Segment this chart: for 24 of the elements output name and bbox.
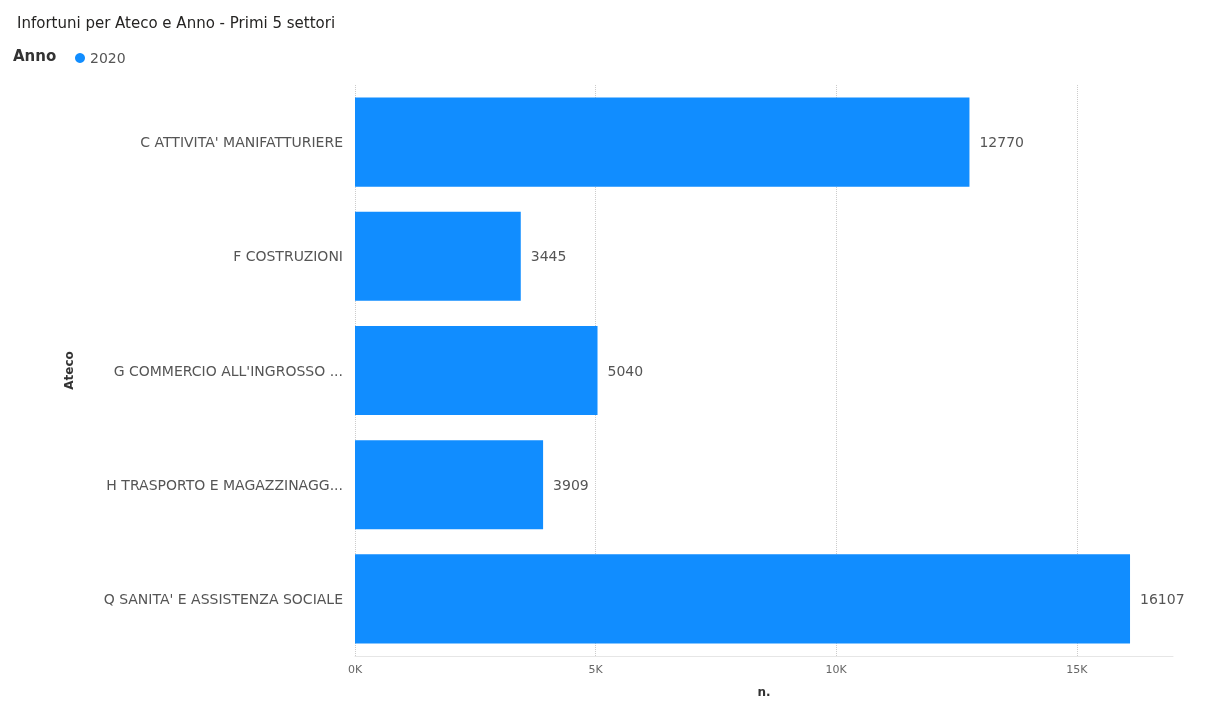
bar xyxy=(355,211,521,301)
data-label: 3909 xyxy=(553,476,589,493)
y-tick-label: H TRASPORTO E MAGAZZINAGG... xyxy=(106,476,343,493)
text: Infortuni per Ateco e Anno - Primi 5 settori xyxy=(17,13,336,32)
bar xyxy=(355,554,1131,644)
x-tick-label: 15K xyxy=(1066,663,1089,676)
bar xyxy=(355,97,970,187)
x-axis-title: n. xyxy=(757,685,771,699)
x-tick-label: 10K xyxy=(825,663,848,676)
legend-title: Anno xyxy=(13,46,57,65)
data-label: 12770 xyxy=(979,134,1025,151)
bar xyxy=(355,325,598,416)
x-tick-label: 0K xyxy=(347,663,363,676)
bar xyxy=(355,440,544,530)
x-tick-label: 5K xyxy=(588,663,604,676)
legend-label: 2020 xyxy=(90,50,126,66)
y-tick-label: Q SANITA' E ASSISTENZA SOCIALE xyxy=(103,590,343,607)
data-label: 5040 xyxy=(607,362,644,379)
data-label: 3445 xyxy=(530,248,567,265)
y-tick-label: C ATTIVITA' MANIFATTURIERE xyxy=(140,134,343,151)
data-label: 16107 xyxy=(1140,590,1185,607)
y-axis-title: Ateco xyxy=(62,351,76,390)
y-tick-label: G COMMERCIO ALL'INGROSSO ... xyxy=(113,362,343,379)
y-tick-label: F COSTRUZIONI xyxy=(233,248,343,265)
